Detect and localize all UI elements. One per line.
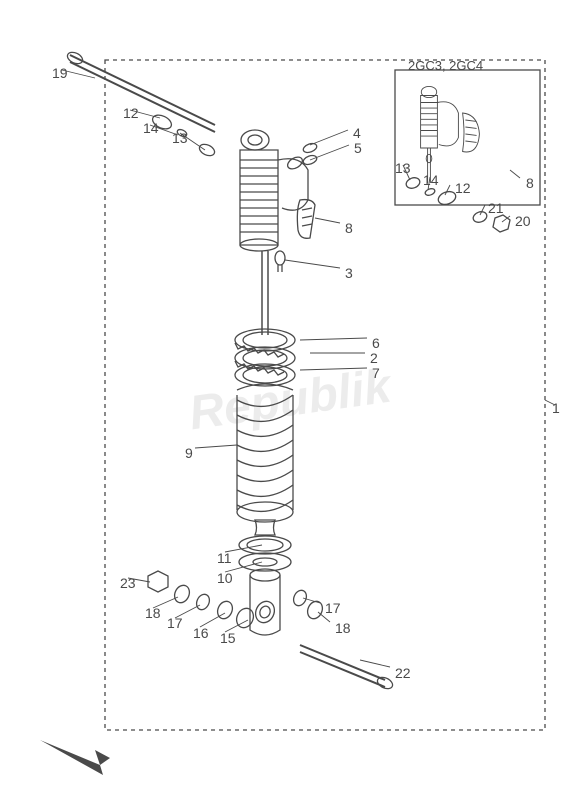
callout-14: 14 (143, 120, 159, 136)
callout-14b: 14 (423, 172, 439, 188)
callout-1: 1 (552, 400, 560, 416)
callout-13b: 13 (395, 160, 411, 176)
callout-6: 6 (372, 335, 380, 351)
callout-19: 19 (52, 65, 68, 81)
callout-23: 23 (120, 575, 136, 591)
callout-7: 7 (372, 365, 380, 381)
diagram-root: Republik (0, 0, 580, 800)
callout-9: 9 (185, 445, 193, 461)
technical-drawing (0, 0, 580, 800)
callout-11: 11 (217, 550, 232, 566)
callout-4: 4 (353, 125, 361, 141)
callout-13: 13 (172, 130, 188, 146)
callout-3: 3 (345, 265, 353, 281)
callout-2: 2 (370, 350, 378, 366)
callout-8b: 8 (526, 175, 534, 191)
callout-10: 10 (217, 570, 233, 586)
callout-18: 18 (145, 605, 161, 621)
callout-17: 17 (167, 615, 183, 631)
variant-label: 2GC3, 2GC4 (408, 58, 483, 73)
callout-17b: 17 (325, 600, 341, 616)
callout-21: 21 (488, 200, 504, 216)
callout-20: 20 (515, 213, 531, 229)
callout-8: 8 (345, 220, 353, 236)
callout-15: 15 (220, 630, 236, 646)
callout-22: 22 (395, 665, 411, 681)
callout-16: 16 (193, 625, 209, 641)
callout-5: 5 (354, 140, 362, 156)
callout-12b: 12 (455, 180, 471, 196)
callout-12: 12 (123, 105, 139, 121)
callout-18b: 18 (335, 620, 351, 636)
